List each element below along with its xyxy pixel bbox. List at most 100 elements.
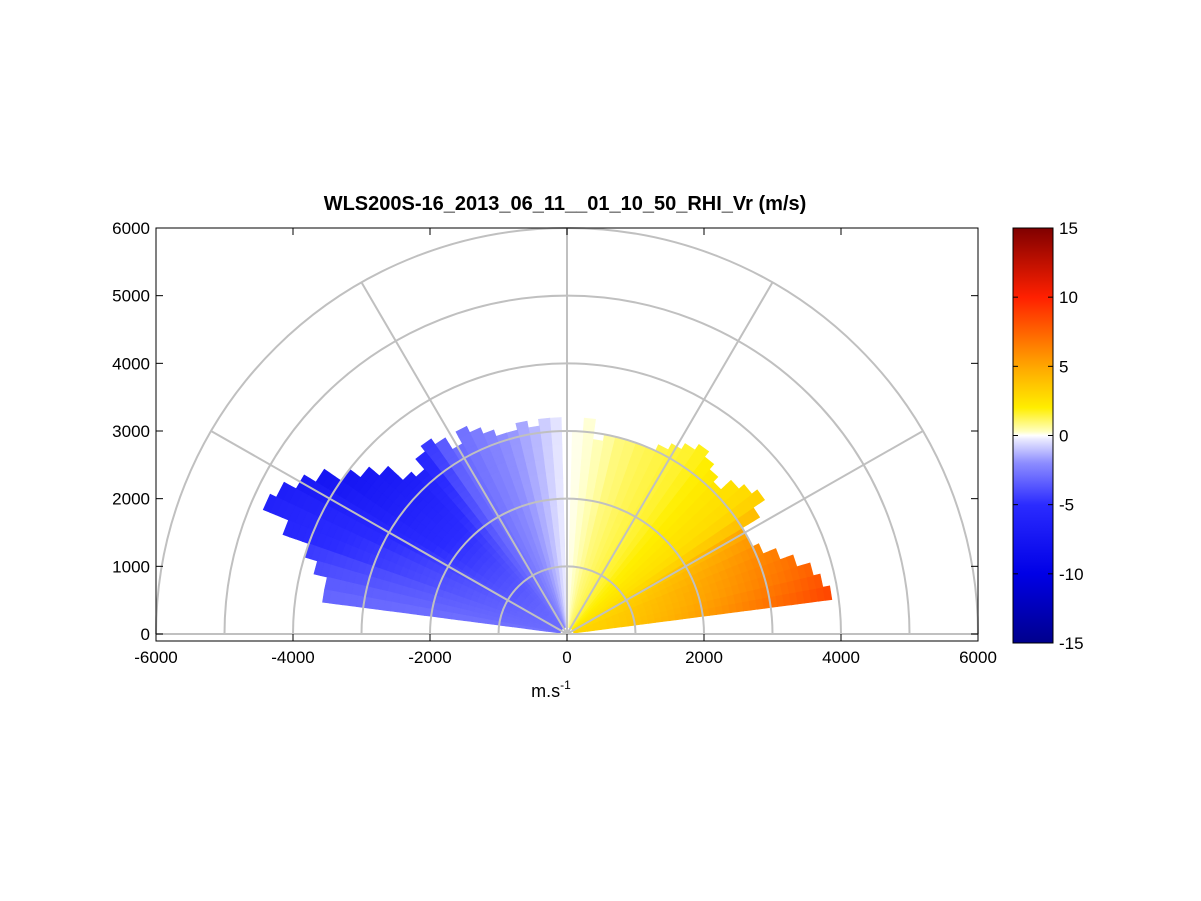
- velocity-cell: [568, 552, 574, 561]
- chart-title: WLS200S-16_2013_06_11__01_10_50_RHI_Vr (…: [324, 193, 807, 215]
- y-tick-label: 4000: [112, 354, 150, 373]
- velocity-cell: [444, 611, 453, 620]
- colorbar-tick-label: -10: [1059, 565, 1084, 584]
- x-tick-label: -6000: [134, 648, 177, 667]
- y-tick-label: 1000: [112, 557, 150, 576]
- velocity-cell: [559, 538, 566, 547]
- velocity-cell: [578, 478, 588, 487]
- velocity-cell: [694, 443, 710, 458]
- velocity-cell: [551, 444, 563, 453]
- velocity-cell: [437, 610, 447, 619]
- x-tick-label: 4000: [822, 648, 860, 667]
- colorbar-gradient: [1012, 227, 1054, 644]
- velocity-cell: [570, 484, 580, 493]
- velocity-cell: [579, 465, 590, 474]
- velocity-cell: [568, 538, 575, 547]
- x-axis-label: m.s-1: [531, 678, 571, 701]
- velocity-cell: [813, 573, 824, 589]
- velocity-cell: [549, 417, 562, 426]
- y-axis-ticks: 0 1000 2000 3000 4000 5000 6000: [112, 219, 978, 644]
- velocity-cell: [579, 471, 589, 481]
- colorbar-tick-label: 0: [1059, 427, 1068, 446]
- velocity-cell: [580, 458, 591, 467]
- velocity-cell: [580, 451, 592, 460]
- velocity-data-layer: [262, 417, 833, 634]
- velocity-cell: [786, 554, 798, 570]
- velocity-cell: [591, 439, 604, 449]
- y-tick-label: 0: [141, 625, 150, 644]
- velocity-cell: [577, 485, 588, 494]
- velocity-cell: [485, 618, 494, 625]
- angle-spoke: [566, 430, 924, 635]
- x-axis-ticks: -6000 -4000 -2000 0 2000 4000 6000: [134, 228, 997, 667]
- x-tick-label: 6000: [959, 648, 997, 667]
- velocity-cell: [262, 493, 277, 513]
- velocity-cell: [322, 589, 332, 604]
- velocity-cell: [570, 464, 581, 473]
- velocity-cell: [282, 519, 296, 538]
- velocity-cell: [549, 505, 558, 514]
- velocity-cell: [575, 512, 584, 521]
- velocity-cell: [554, 478, 564, 486]
- y-tick-label: 2000: [112, 490, 150, 509]
- velocity-cell: [574, 532, 581, 541]
- velocity-cell: [571, 444, 583, 453]
- angle-spoke: [566, 281, 774, 635]
- velocity-cell: [569, 505, 578, 513]
- angle-spoke: [210, 430, 568, 635]
- velocity-cell: [420, 438, 436, 452]
- velocity-cell: [568, 572, 573, 581]
- plot-area: -6000 -4000 -2000 0 2000 4000 6000 0 1000 2000 30…: [112, 219, 997, 667]
- colorbar-tick-label: -5: [1059, 496, 1074, 515]
- velocity-cell: [570, 471, 581, 480]
- velocity-cell: [451, 612, 460, 621]
- velocity-cell: [569, 532, 576, 540]
- velocity-cell: [681, 443, 696, 456]
- velocity-cell: [725, 479, 740, 494]
- velocity-cell: [554, 484, 564, 493]
- colorbar: 15 10 5 0 -5 -10 -15: [1012, 219, 1084, 653]
- velocity-cell: [471, 616, 480, 623]
- velocity-cell: [803, 562, 814, 578]
- y-tick-label: 3000: [112, 422, 150, 441]
- y-tick-label: 6000: [112, 219, 150, 238]
- x-tick-label: -2000: [408, 648, 451, 667]
- velocity-cell: [567, 593, 571, 601]
- velocity-cell: [738, 484, 753, 499]
- velocity-cell: [571, 451, 582, 459]
- velocity-cell: [515, 420, 529, 431]
- velocity-cell: [556, 505, 565, 513]
- velocity-cell: [769, 548, 781, 563]
- velocity-cell: [751, 489, 766, 505]
- velocity-cell: [546, 478, 556, 487]
- velocity-cell: [457, 613, 467, 622]
- velocity-cell: [569, 525, 576, 534]
- velocity-cell: [557, 518, 565, 527]
- velocity-cell: [575, 518, 583, 528]
- velocity-cell: [542, 451, 554, 460]
- velocity-cell: [538, 417, 551, 427]
- velocity-cell: [545, 471, 555, 481]
- velocity-cell: [570, 478, 580, 486]
- velocity-cell: [567, 579, 572, 588]
- velocity-cell: [568, 545, 575, 554]
- velocity-cell: [569, 518, 577, 527]
- velocity-cell: [540, 438, 553, 447]
- colorbar-tick-label: 10: [1059, 288, 1078, 307]
- colorbar-tick-label: -15: [1059, 634, 1084, 653]
- velocity-cell: [822, 585, 833, 601]
- colorbar-ticks: 15 10 5 0 -5 -10 -15: [1013, 219, 1084, 653]
- velocity-cell: [464, 615, 474, 622]
- x-tick-label: 0: [562, 648, 571, 667]
- velocity-cell: [573, 539, 580, 548]
- velocity-cell: [552, 457, 563, 466]
- velocity-cell: [571, 457, 582, 466]
- colorbar-tick-label: 5: [1059, 357, 1068, 376]
- velocity-cell: [543, 458, 554, 467]
- velocity-cell: [571, 437, 583, 446]
- velocity-cell: [552, 451, 563, 459]
- y-tick-label: 5000: [112, 287, 150, 306]
- velocity-cell: [556, 511, 565, 520]
- colorbar-tick-label: 15: [1059, 219, 1078, 238]
